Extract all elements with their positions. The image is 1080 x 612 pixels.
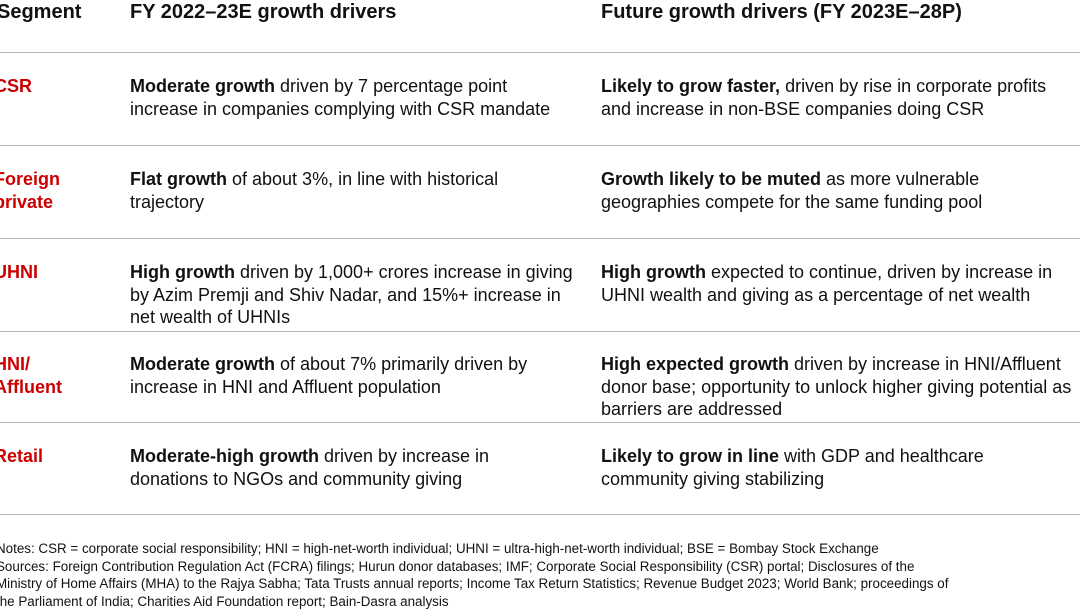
segment-csr: CSR [0,76,33,96]
current-driver-uhni: High growth driven by 1,000+ crores incr… [130,262,573,327]
current-driver-foreign-private: Flat growth of about 3%, in line with hi… [130,169,499,212]
current-driver-hni-affluent: Moderate growth of about 7% primarily dr… [130,354,528,397]
table-bottom-divider [0,514,1080,515]
current-driver-retail: Moderate-high growth driven by increase … [130,446,490,489]
sources-line: the Parliament of India; Charities Aid F… [0,593,449,609]
current-driver-csr: Moderate growth driven by 7 percentage p… [130,76,551,119]
row-divider [0,331,1080,332]
notes-sources: Notes: CSR = corporate social responsibi… [0,540,1080,610]
sources-line: Sources: Foreign Contribution Regulation… [0,558,915,574]
segment-foreign-private: Foreign private [0,169,60,212]
future-driver-foreign-private: Growth likely to be muted as more vulner… [601,169,983,212]
notes-line: Notes: CSR = corporate social responsibi… [0,541,879,556]
future-driver-hni-affluent: High expected growth driven by increase … [601,354,1072,419]
future-driver-csr: Likely to grow faster, driven by rise in… [601,76,1047,119]
row-divider [0,145,1080,146]
row-divider [0,238,1080,239]
sources-line: Ministry of Home Affairs (MHA) to the Ra… [0,576,949,591]
header-segment: Segment [0,1,82,23]
row-divider [0,422,1080,423]
header-future-drivers: Future growth drivers (FY 2023E–28P) [601,1,962,23]
future-driver-uhni: High growth expected to continue, driven… [601,262,1053,305]
segment-uhni: UHNI [0,262,38,282]
segment-retail: Retail [0,446,44,466]
header-current-drivers: FY 2022–23E growth drivers [130,1,397,23]
header-divider [0,52,1080,53]
future-driver-retail: Likely to grow in line with GDP and heal… [601,446,984,489]
segment-hni-affluent: HNI/ Affluent [0,354,62,397]
